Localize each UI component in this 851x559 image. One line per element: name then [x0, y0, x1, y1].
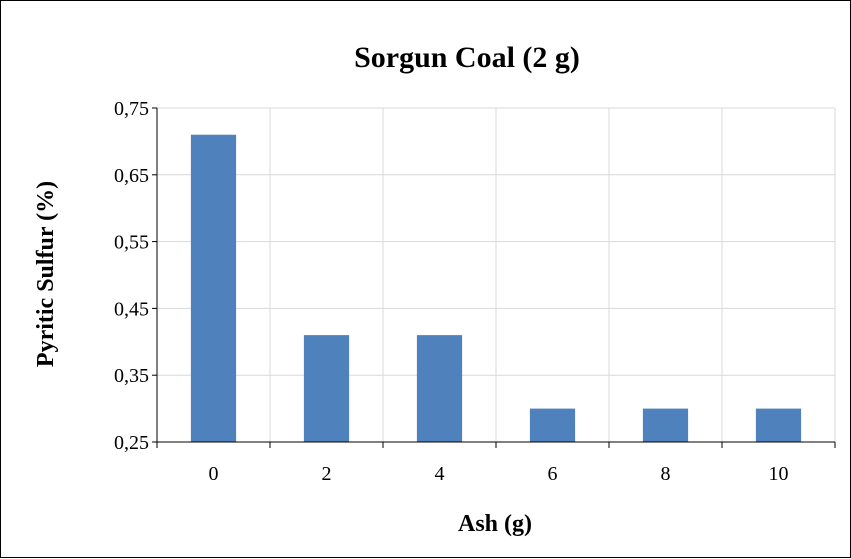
y-tick-label: 0,35 — [114, 365, 149, 387]
x-axis-title: Ash (g) — [458, 511, 532, 537]
bar — [303, 335, 350, 442]
bars — [190, 134, 802, 442]
y-tick-label: 0,45 — [114, 298, 149, 320]
y-tick-label: 0,55 — [114, 232, 149, 254]
x-tick-label: 2 — [322, 463, 332, 485]
y-tick-label: 0,75 — [114, 98, 149, 120]
x-tick-labels: 0 2 4 6 8 10 — [209, 463, 789, 485]
bar — [190, 134, 237, 442]
y-tick-label: 0,65 — [114, 165, 149, 187]
y-tick-label: 0,25 — [114, 432, 149, 454]
bar — [416, 335, 463, 442]
y-tick-labels: 0,25 0,35 0,45 0,55 0,65 0,75 — [114, 98, 149, 454]
bar — [755, 408, 802, 442]
x-tick-label: 8 — [661, 463, 671, 485]
y-axis-title: Pyritic Sulfur (%) — [33, 181, 59, 367]
x-tick-label: 0 — [209, 463, 219, 485]
gridlines — [157, 107, 836, 442]
x-tick-label: 6 — [548, 463, 558, 485]
chart-title: Sorgun Coal (2 g) — [354, 41, 580, 74]
x-tick-label: 4 — [435, 463, 445, 485]
axes — [152, 107, 836, 448]
bar — [642, 408, 689, 442]
x-tick-label: 10 — [769, 463, 789, 485]
bar — [529, 408, 576, 442]
